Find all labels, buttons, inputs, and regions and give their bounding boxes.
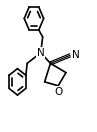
- Text: N: N: [72, 50, 80, 60]
- Text: N: N: [37, 48, 45, 58]
- Text: O: O: [54, 87, 62, 97]
